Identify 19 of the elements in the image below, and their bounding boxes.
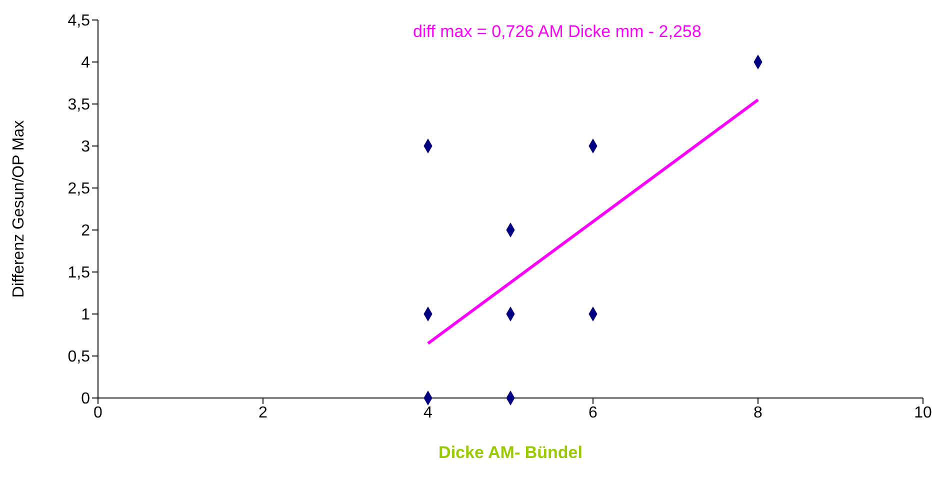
x-tick-label: 10 bbox=[914, 404, 932, 422]
annotation: diff max = 0,726 AM Dicke mm - 2,258 bbox=[413, 22, 702, 42]
x-tick-label: 8 bbox=[754, 404, 763, 422]
x-tick-label: 4 bbox=[424, 404, 433, 422]
y-tick-label: 4,5 bbox=[68, 12, 90, 30]
x-tick-label: 0 bbox=[94, 404, 103, 422]
y-tick-label: 4 bbox=[81, 54, 90, 72]
y-tick-label: 3 bbox=[81, 138, 90, 156]
y-axis-title: Differenz Gesun/OP Max bbox=[10, 120, 28, 298]
y-tick-label: 0 bbox=[81, 390, 90, 408]
y-tick-label: 1 bbox=[81, 306, 90, 324]
y-tick-label: 3,5 bbox=[68, 96, 90, 114]
y-tick-label: 2,5 bbox=[68, 180, 90, 198]
x-tick-label: 6 bbox=[588, 404, 598, 422]
y-tick-label: 1,5 bbox=[68, 264, 90, 282]
x-axis-title: Dicke AM- Bündel bbox=[438, 443, 582, 462]
x-tick-label: 2 bbox=[258, 404, 268, 422]
y-tick-label: 2 bbox=[81, 222, 90, 240]
y-tick-label: 0,5 bbox=[68, 348, 90, 366]
